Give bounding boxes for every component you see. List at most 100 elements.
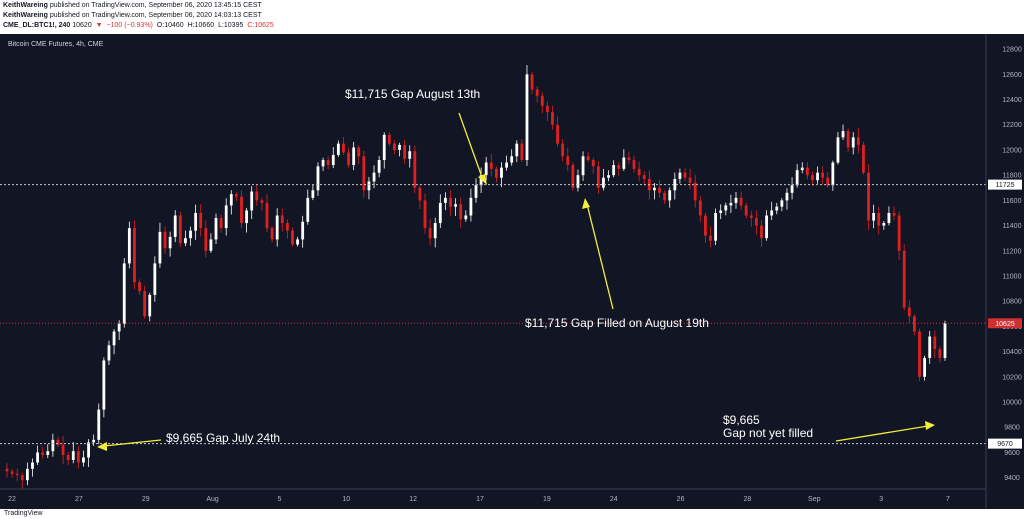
candle-body [673,178,677,191]
time-axis[interactable]: 22 27 29 Aug 5 10 12 17 19 24 26 28 Sep 3 7 [8,496,950,503]
price-label-box [988,318,1022,329]
candle [882,221,886,230]
candle [785,188,789,210]
candle-body [775,206,779,211]
candle-body [698,200,702,216]
arrow-head-not-filled-icon [925,421,935,430]
candle [892,206,896,221]
candle [51,433,55,457]
publish-info: published on TradingView.com, September … [49,12,262,19]
candle-body [729,202,733,206]
candle-body [484,162,488,176]
candle-body [204,228,208,251]
author-name[interactable]: KeithWareing [3,2,48,9]
candle-body [56,439,60,445]
x-tick-label: 24 [610,496,618,503]
candle [576,169,580,192]
y-tick-label: 12400 [1002,97,1022,104]
candle-body [836,137,840,163]
candle [143,285,147,319]
annotation-gap-aug13: $11,715 Gap August 13th [345,87,480,101]
candle [739,191,743,211]
x-tick-label: 10 [342,496,350,503]
x-tick-label: 26 [677,496,685,503]
candle-body [571,165,575,188]
candle [525,65,529,166]
y-tick-label: 10800 [1002,299,1022,306]
last-price-label: 10625 [995,321,1015,328]
candle-body [102,360,106,410]
candle-body [76,451,80,463]
candle [92,434,96,447]
candle-body [265,202,269,229]
candle [423,193,427,234]
candle-body [367,181,371,191]
y-tick-label: 12000 [1002,147,1022,154]
candle-body [709,235,712,241]
candle [20,472,24,489]
candle-body [71,451,75,461]
candle-body [459,204,463,220]
candle-body [10,471,14,474]
candle-body [357,147,361,157]
candles-layer [5,65,947,489]
candle-body [627,157,631,161]
candle [704,212,707,243]
chart-header: KeithWareing published on TradingView.co… [0,0,1024,34]
candle-body [250,191,254,211]
candle-body [795,170,799,186]
candle-body [515,143,519,157]
tradingview-logo[interactable]: TradingView [4,510,43,517]
candle [398,142,401,157]
candle-body [790,185,794,193]
candle [494,166,498,183]
candle-body [765,215,768,239]
y-tick-label: 12200 [1002,122,1022,129]
candle [178,211,182,247]
candle-body [688,177,692,183]
candle-body [892,212,896,216]
candle-body [596,166,600,188]
candle-body [87,442,90,458]
candle [382,132,386,169]
candle [765,210,768,241]
candle-body [754,218,758,226]
candle [189,226,192,246]
author-name[interactable]: KeithWareing [3,12,48,19]
symbol-label[interactable]: CME_DL:BTC1!, 240 [3,22,71,29]
candle-body [280,215,284,224]
candle [867,164,870,230]
candle-body [943,323,947,358]
candle [591,157,595,174]
candle-body [831,162,835,186]
candle-body [576,175,580,188]
candle-body [229,194,233,206]
candle-body [178,215,182,244]
candle [352,141,356,171]
candle-body [821,172,825,178]
candle-body [739,197,743,206]
x-tick-label: 29 [142,496,150,503]
candle-body [862,144,865,173]
price-chart[interactable]: 9400960098001000010200104001060010800110… [0,34,1024,509]
candle-body [872,212,876,221]
candle [433,217,437,248]
candle-body [525,74,529,161]
candle-body [51,439,55,452]
candle-body [907,307,911,317]
candle-body [189,230,192,239]
candle-body [800,167,804,171]
last-price: 10620 [72,22,92,29]
candle [831,160,835,191]
candle [913,314,916,336]
candle [709,226,712,248]
candle [454,198,458,217]
candle-body [913,316,916,332]
y-tick-label: 10400 [1002,349,1022,356]
candle-body [545,105,549,113]
candle-body [561,143,565,157]
candle [158,222,162,268]
y-tick-label: 12800 [1002,47,1022,54]
low-value: L:10395 [218,22,244,29]
y-tick-label: 11600 [1003,198,1022,205]
